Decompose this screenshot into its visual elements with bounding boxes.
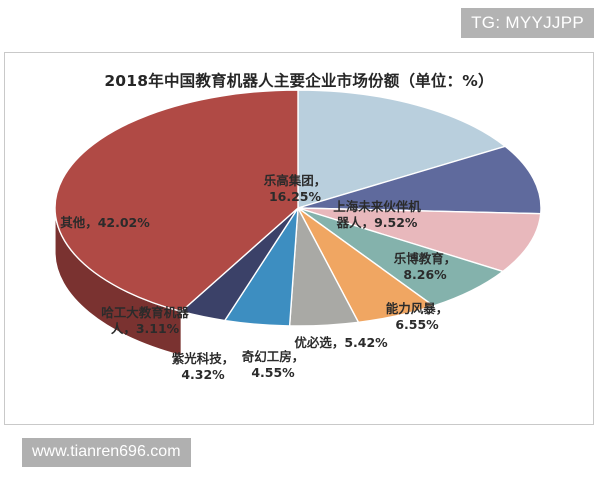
chart-title: 2018年中国教育机器人主要企业市场份额（单位：%） bbox=[104, 72, 494, 90]
chart-panel: 2018年中国教育机器人主要企业市场份额（单位：%） 乐高集团， 16.25% 上… bbox=[4, 52, 594, 425]
pie-chart-svg bbox=[54, 89, 542, 357]
site-watermark: www.tianren696.com bbox=[22, 438, 191, 467]
tg-watermark-badge: TG: MYYJJPP bbox=[461, 8, 594, 38]
pie-chart: 乐高集团， 16.25% 上海未来伙伴机 器人，9.52% 乐博教育， 8.26% 能… bbox=[5, 53, 595, 426]
